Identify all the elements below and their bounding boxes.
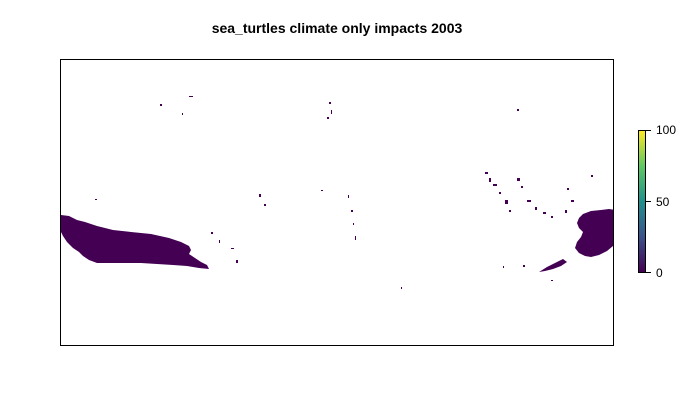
legend-label-max: 100 (656, 123, 677, 137)
impact-fragment (259, 194, 261, 197)
impact-fragment (182, 113, 183, 115)
impact-fragment (353, 223, 354, 225)
impact-fragment (95, 199, 97, 200)
impact-fragment (231, 248, 234, 249)
impact-fragment (219, 240, 220, 243)
impact-fragment (505, 200, 508, 204)
impact-fragment (351, 210, 353, 212)
map-panel (60, 59, 614, 346)
impact-fragment (485, 172, 488, 174)
impact-fragment (401, 287, 402, 289)
impact-fragment (493, 184, 497, 186)
impact-fragment (591, 175, 593, 177)
impact-raster (61, 96, 613, 289)
impact-fragment (236, 260, 238, 263)
impact-fragment (565, 210, 567, 213)
impact-fragment (499, 192, 501, 194)
impact-fragment (551, 280, 553, 281)
impact-fragment (211, 232, 213, 234)
impact-patch-south (539, 259, 567, 272)
impact-fragment (189, 96, 193, 97)
impact-fragment (517, 178, 520, 181)
impact-fragment (348, 195, 349, 198)
impact-fragment (535, 207, 537, 210)
impact-fragment (523, 265, 525, 267)
legend-label-mid: 50 (656, 195, 670, 209)
impact-fragment (327, 117, 329, 119)
impact-fragment (331, 110, 332, 114)
impact-fragment (517, 109, 519, 111)
impact-fragment (329, 102, 331, 104)
impact-fragment (571, 200, 574, 202)
map-title: sea_turtles climate only impacts 2003 (211, 20, 463, 36)
impact-fragment (567, 188, 569, 190)
legend-colorbar (638, 130, 646, 273)
legend-tick (646, 201, 651, 202)
impact-fragment (264, 204, 266, 206)
impact-fragment (521, 186, 523, 188)
impact-fragment (551, 216, 553, 218)
impact-region-eastern-pacific (61, 215, 209, 269)
impact-fragment (543, 212, 546, 214)
legend-tick (646, 130, 651, 131)
impact-fragment (321, 190, 323, 191)
legend-tick (646, 272, 651, 273)
legend-label-min: 0 (656, 266, 663, 280)
impact-fragment (160, 104, 162, 106)
color-legend: 100 50 0 (638, 124, 676, 279)
impact-fragment (355, 236, 356, 240)
impact-fragment (509, 210, 511, 212)
impact-fragment (503, 266, 504, 268)
impact-region-western-pacific (575, 209, 613, 257)
impact-fragment (489, 178, 491, 182)
impact-fragment (527, 200, 531, 202)
